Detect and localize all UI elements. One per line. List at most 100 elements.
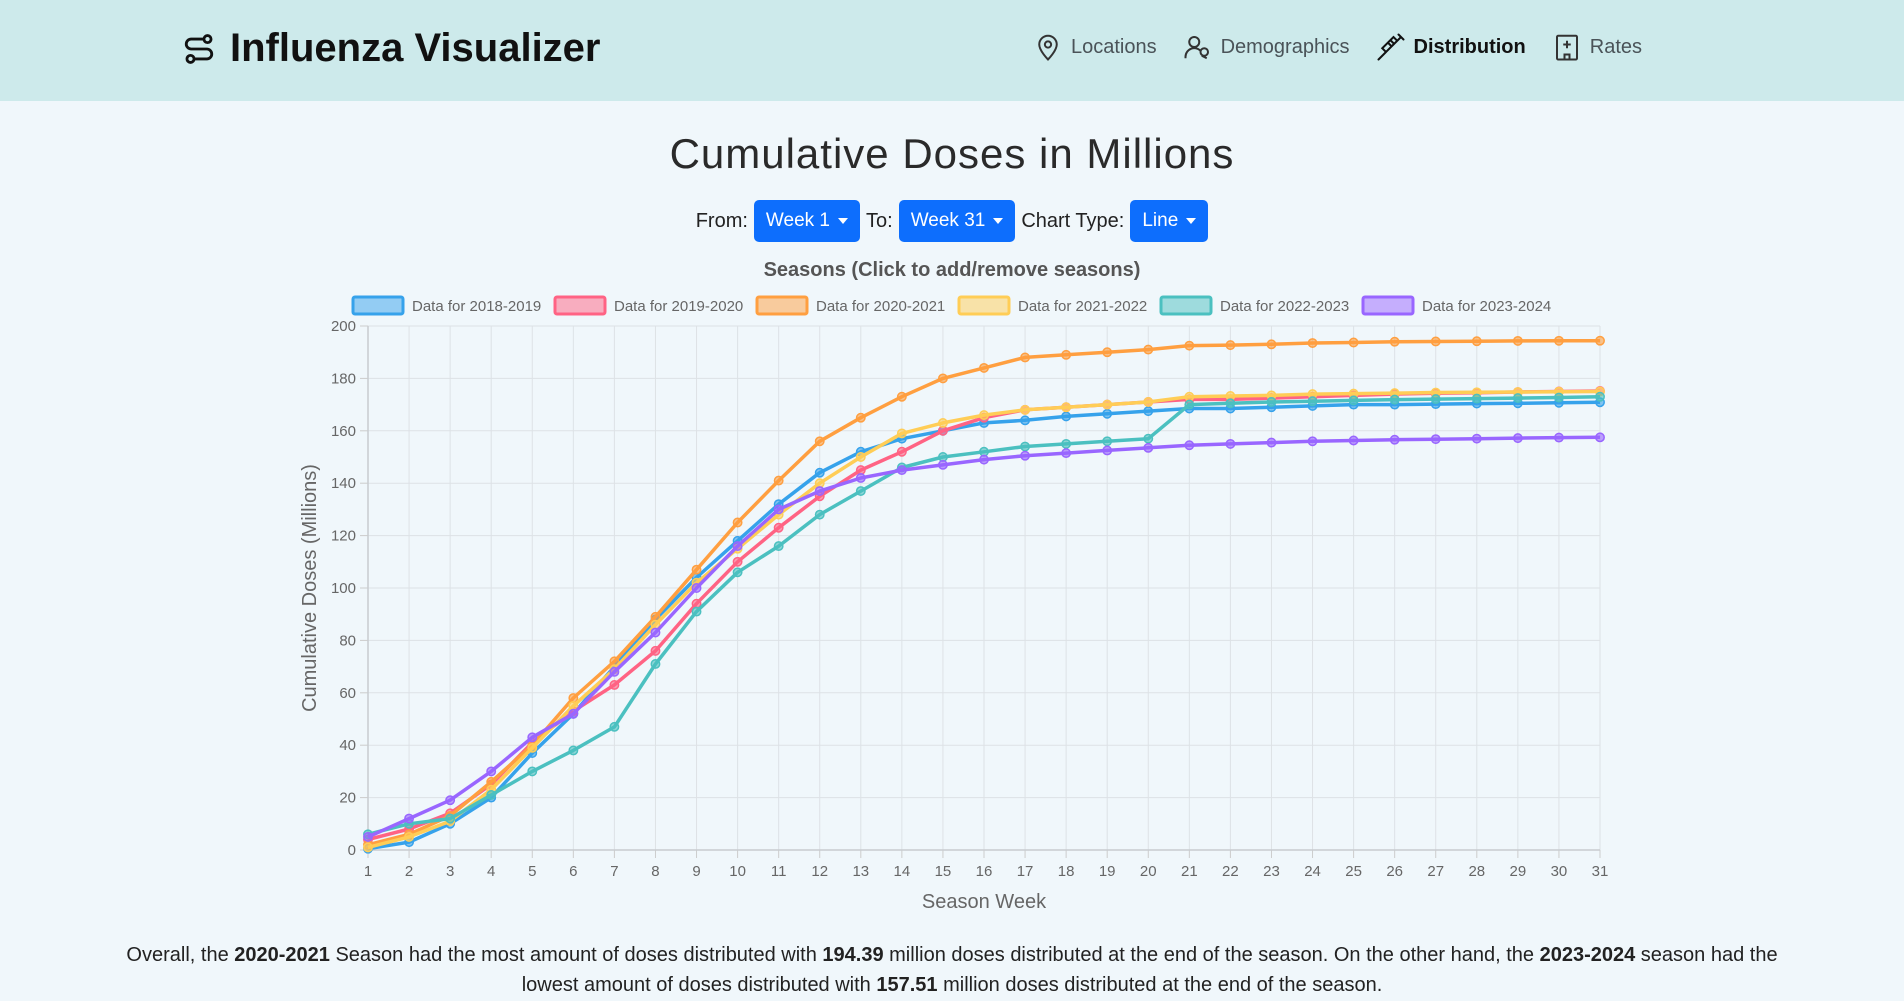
data-point — [979, 362, 989, 373]
x-tick-label: 19 — [1099, 863, 1116, 880]
nav-distribution-label: Distribution — [1413, 35, 1526, 58]
data-point — [1389, 394, 1400, 405]
nav-demographics[interactable]: Demographics — [1183, 32, 1350, 62]
data-point — [896, 465, 907, 476]
y-tick-label: 120 — [331, 528, 356, 545]
min-season: 2023-2024 — [1539, 944, 1636, 966]
x-tick-label: 12 — [811, 863, 828, 880]
data-point — [732, 541, 743, 552]
legend-swatch — [1159, 295, 1213, 316]
chart-type-dropdown[interactable]: Line — [1130, 200, 1209, 242]
x-tick-label: 25 — [1345, 863, 1362, 880]
data-point — [609, 666, 620, 677]
data-point — [1102, 347, 1113, 358]
data-point — [609, 721, 620, 732]
data-point — [1102, 445, 1113, 456]
data-point — [896, 428, 907, 439]
nav-locations[interactable]: Locations — [1033, 32, 1157, 62]
y-tick-label: 160 — [331, 423, 356, 440]
data-point — [1595, 335, 1605, 346]
legend-item[interactable]: Data for 2018-2019 — [351, 295, 541, 316]
data-point — [1225, 340, 1236, 351]
data-point — [1595, 391, 1605, 402]
data-point — [1020, 415, 1031, 426]
data-point — [527, 742, 538, 753]
nav-distribution[interactable]: Distribution — [1376, 32, 1526, 62]
data-point — [773, 504, 784, 515]
data-point — [1430, 394, 1441, 405]
from-week-dropdown[interactable]: Week 1 — [753, 200, 860, 242]
data-point — [445, 795, 456, 806]
summary-part: million doses distributed at the end of … — [883, 944, 1540, 966]
data-point — [691, 564, 702, 575]
x-tick-label: 22 — [1222, 863, 1239, 880]
max-doses: 194.39 — [822, 944, 884, 966]
data-point — [896, 391, 907, 402]
data-point — [1020, 352, 1031, 363]
from-week-value: Week 1 — [765, 210, 830, 231]
data-point — [1471, 433, 1482, 444]
navbar: Influenza Visualizer Locations Demograph… — [0, 0, 1904, 101]
legend-swatch — [957, 295, 1011, 316]
min-doses: 157.51 — [876, 974, 938, 996]
summary-part: Season had the most amount of doses dist… — [329, 944, 823, 966]
data-point — [896, 446, 907, 457]
x-tick-label: 4 — [487, 863, 495, 880]
data-point — [1102, 408, 1113, 419]
data-point — [1512, 393, 1523, 404]
legend-label: Data for 2019-2020 — [614, 298, 743, 315]
summary-part: Overall, the — [126, 944, 235, 966]
nav-demographics-label: Demographics — [1220, 35, 1350, 58]
data-point — [1143, 397, 1154, 407]
data-point — [1553, 335, 1564, 346]
y-tick-label: 140 — [331, 475, 356, 492]
data-point — [1061, 402, 1072, 413]
x-tick-label: 13 — [852, 863, 869, 880]
nav-rates[interactable]: Rates — [1552, 32, 1642, 62]
x-tick-label: 8 — [651, 863, 659, 880]
summary-part: million doses distributed at the end of … — [937, 974, 1383, 996]
data-point — [1020, 441, 1031, 452]
chart-type-value: Line — [1142, 210, 1179, 231]
data-point — [979, 454, 989, 465]
legend-item[interactable]: Data for 2022-2023 — [1159, 295, 1349, 316]
data-point — [1102, 399, 1113, 410]
x-axis-label: Season Week — [922, 891, 1047, 913]
data-point — [1348, 395, 1359, 406]
legend-title: Seasons (Click to add/remove seasons) — [764, 259, 1141, 281]
x-tick-label: 7 — [610, 863, 618, 880]
legend-item[interactable]: Data for 2021-2022 — [957, 295, 1147, 316]
y-tick-label: 180 — [331, 370, 356, 387]
legend-item[interactable]: Data for 2020-2021 — [755, 295, 945, 316]
data-point — [1143, 344, 1154, 355]
y-axis-label: Cumulative Doses (Millions) — [299, 464, 321, 712]
data-point — [1102, 436, 1113, 447]
data-point — [937, 373, 948, 384]
data-point — [1553, 392, 1564, 403]
legend-item[interactable]: Data for 2023-2024 — [1361, 295, 1551, 316]
data-point — [1184, 399, 1195, 410]
data-point — [1143, 433, 1154, 444]
x-tick-label: 10 — [729, 863, 746, 880]
map-pin-icon — [1038, 34, 1058, 61]
data-point — [691, 606, 702, 617]
data-point — [732, 517, 743, 528]
y-tick-label: 20 — [339, 790, 356, 807]
brand[interactable]: Influenza Visualizer — [182, 26, 601, 71]
nav-rates-label: Rates — [1589, 35, 1642, 58]
route-icon — [184, 33, 214, 64]
legend-item[interactable]: Data for 2019-2020 — [553, 295, 743, 316]
data-point — [445, 813, 456, 824]
legend-swatch — [1361, 295, 1415, 316]
nav-links: Locations Demographics Distribution Rate… — [1033, 32, 1642, 62]
legend-label: Data for 2021-2022 — [1018, 298, 1147, 315]
data-point — [527, 766, 538, 777]
data-point — [1061, 411, 1072, 422]
data-point — [404, 831, 415, 842]
data-point — [1266, 437, 1277, 448]
to-week-dropdown[interactable]: Week 31 — [898, 200, 1016, 242]
x-tick-label: 24 — [1304, 863, 1321, 880]
data-point — [1225, 398, 1236, 409]
chart-type-label: Chart Type: — [1021, 209, 1125, 232]
data-point — [1061, 438, 1072, 449]
